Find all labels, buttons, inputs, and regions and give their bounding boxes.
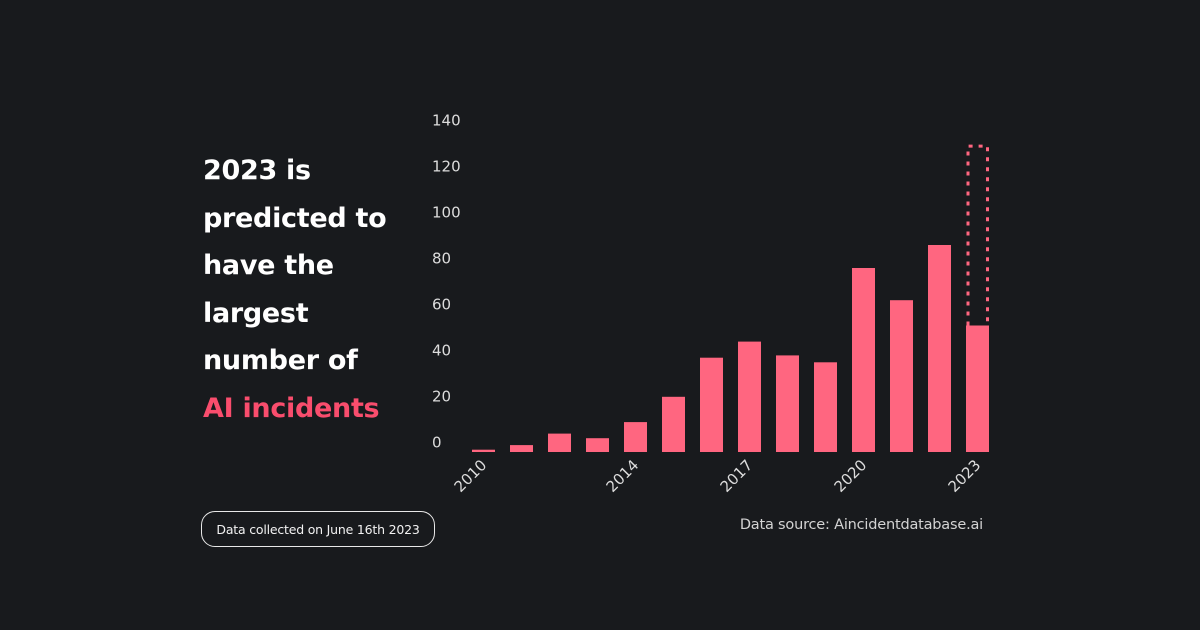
bar-2012: [548, 433, 571, 452]
bar-2018: [776, 355, 799, 452]
bar-2016: [700, 357, 723, 452]
x-tick-label: 2010: [451, 456, 491, 496]
data-collected-text: Data collected on June 16th 2023: [216, 521, 420, 537]
x-axis-ticks: 2010 2014 2017 2020 2023: [451, 456, 985, 496]
y-tick-label: 100: [432, 204, 461, 222]
y-tick-label: 40: [432, 342, 451, 360]
y-tick-label: 60: [432, 296, 451, 314]
bar-2011: [510, 445, 533, 452]
x-tick-label: 2017: [717, 456, 757, 496]
x-tick-label: 2023: [945, 456, 985, 496]
data-source-note: Data source: Aincidentdatabase.ai: [739, 517, 983, 533]
bar-2015: [662, 396, 685, 452]
y-tick-label: 120: [432, 158, 461, 176]
y-tick-label: 140: [432, 112, 461, 130]
bar-2022: [928, 245, 951, 452]
y-tick-label: 20: [432, 388, 451, 406]
x-tick-label: 2020: [831, 456, 871, 496]
headline-line: have the: [203, 250, 334, 281]
headline-line: number of: [203, 345, 358, 376]
bar-2017: [738, 341, 761, 452]
x-tick-label: 2014: [603, 456, 643, 496]
bar-2013: [586, 438, 609, 452]
bar-2020: [852, 268, 875, 452]
bar-2023: [966, 325, 989, 452]
headline: 2023 is predicted to have the largest nu…: [203, 147, 423, 432]
bar-2014: [624, 422, 647, 452]
y-axis-ticks: 0 20 40 60 80 100 120 140: [432, 112, 461, 452]
headline-line: largest: [203, 297, 309, 329]
bar-2021: [890, 300, 913, 452]
bar-2010: [472, 449, 495, 452]
y-tick-label: 80: [432, 250, 451, 268]
headline-line: predicted to: [203, 202, 387, 234]
bars: [472, 144, 989, 452]
predicted-bar-2023: [966, 144, 989, 326]
y-tick-label: 0: [432, 434, 442, 452]
bar-2019: [814, 362, 837, 452]
headline-line: 2023 is: [203, 155, 311, 186]
data-collected-badge: Data collected on June 16th 2023: [201, 511, 435, 547]
headline-accent: AI incidents: [203, 392, 380, 424]
